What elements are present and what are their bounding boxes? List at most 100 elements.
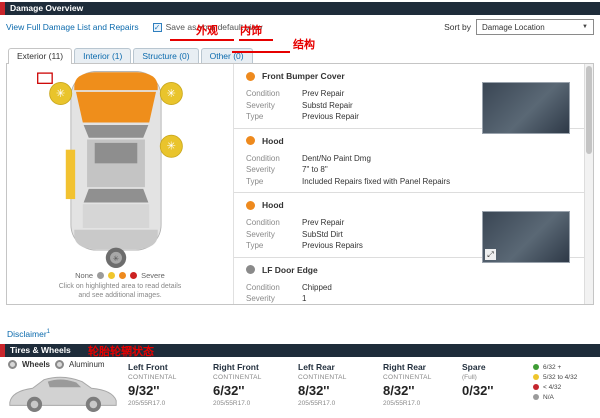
chevron-down-icon: ▼ (582, 24, 588, 30)
tread-depth: 8/32'' (298, 383, 330, 398)
tire-right-rear: Right Rear CONTINENTAL 8/32'' 205/55R17.… (383, 362, 467, 407)
type-value: Previous Repairs (302, 241, 363, 250)
severity-label: Severity (246, 165, 275, 174)
annotation-structure: 结构 (293, 39, 315, 51)
annotation-line (232, 51, 290, 53)
severity-value: Substd Repair (302, 100, 353, 110)
sort-by-label: Sort by (444, 22, 471, 32)
tab-structure[interactable]: Structure (0) (133, 48, 199, 63)
condition-value: Prev Repair (302, 218, 345, 227)
type-label: Type (246, 241, 264, 250)
wheel-icon (8, 360, 17, 369)
damage-toolbar: View Full Damage List and Repairs ✓ Save… (6, 18, 594, 36)
damage-overview-header: Damage Overview (0, 2, 600, 15)
condition-label: Condition (246, 153, 280, 163)
wheels-label: Wheels (22, 360, 51, 369)
diagram-hint: Click on highlighted area to read detail… (58, 283, 182, 299)
damage-item-title: Front Bumper Cover (262, 71, 345, 81)
legend-green-dot (533, 364, 539, 370)
legend-severe-label: Severe (141, 271, 165, 280)
save-default-label: Save as your default view (165, 22, 263, 32)
svg-text:✳: ✳ (113, 254, 120, 263)
damage-item-title: Hood (262, 135, 284, 146)
severity-dot (246, 200, 255, 210)
annotation-interior: 内饰 (240, 25, 262, 37)
expand-photo-icon[interactable]: ⤢ (485, 249, 496, 260)
tire-right-front: Right Front CONTINENTAL 6/32'' 205/55R17… (213, 362, 297, 407)
damage-photo-thumbnail[interactable]: ⤢ (482, 211, 570, 263)
damage-list: Front Bumper Cover Condition Prev Repair … (233, 64, 584, 304)
car-top-view-diagram[interactable]: ✳ ✳ ✳ ✳ (35, 68, 197, 268)
type-label: Type (246, 112, 264, 121)
severity-label: Severity (246, 294, 275, 303)
damage-item-hood-1: Hood Condition Dent/No Paint Dmg Severity… (234, 129, 584, 193)
condition-value: Dent/No Paint Dmg (302, 153, 371, 163)
save-default-view: ✓ Save as your default view (152, 22, 263, 32)
severity-legend: None Severe (7, 271, 233, 280)
damage-photo-thumbnail[interactable] (482, 82, 570, 134)
damage-list-scrollbar (584, 64, 593, 304)
type-value: Previous Repair (302, 112, 359, 121)
tread-depth: 8/32'' (383, 383, 415, 398)
severity-value: 1 (302, 294, 307, 303)
condition-label: Condition (246, 89, 280, 98)
save-default-checkbox[interactable]: ✓ (152, 22, 162, 32)
condition-label: Condition (246, 218, 280, 227)
severity-dot (246, 71, 255, 81)
tire-spare: Spare (Full) 0/32'' (462, 362, 546, 400)
condition-value: Chipped (302, 282, 332, 292)
damage-item-title: Hood (262, 200, 284, 210)
sort-by-value: Damage Location (482, 22, 545, 32)
tire-left-rear: Left Rear CONTINENTAL 8/32'' 205/55R17.0 (298, 362, 382, 407)
damage-item-title: LF Door Edge (262, 264, 318, 275)
severity-value: SubStd Dirt (302, 229, 343, 239)
severity-value: 7" to 8" (302, 165, 328, 174)
type-label: Type (246, 176, 264, 186)
annotation-exterior: 外观 (196, 25, 218, 37)
legend-red-dot (533, 384, 539, 390)
severity-dot-severe (130, 272, 138, 279)
scrollbar-thumb[interactable] (586, 66, 592, 154)
tread-depth: 9/32'' (128, 383, 160, 398)
wheel-material-labels: Wheels Aluminum (8, 360, 105, 369)
legend-none-label: None (75, 271, 94, 280)
annotation-line (239, 39, 273, 41)
damage-item-front-bumper: Front Bumper Cover Condition Prev Repair … (234, 64, 584, 134)
damage-tabs: Exterior (11) Interior (1) Structure (0)… (8, 48, 255, 64)
annotation-line (170, 39, 234, 41)
car-side-view-diagram (9, 376, 117, 412)
svg-text:✳: ✳ (167, 140, 176, 153)
severity-dot-none (97, 272, 105, 279)
damage-item-hood-2: Hood Condition Prev Repair Severity SubStd… (234, 193, 584, 263)
severity-dot (246, 136, 255, 145)
tires-wheels-title: Tires & Wheels (10, 345, 71, 355)
svg-text:✳: ✳ (167, 87, 176, 100)
damage-item-lf-door-edge: LF Door Edge Condition Chipped Severity 1 … (234, 258, 584, 305)
view-full-damage-link[interactable]: View Full Damage List and Repairs (6, 22, 139, 32)
svg-text:✳: ✳ (56, 87, 65, 100)
tires-wheels-header: Tires & Wheels (0, 344, 600, 357)
legend-gray-dot (533, 394, 539, 400)
tread-depth-legend: 6/32 + 5/32 to 4/32 < 4/32 N/A (533, 362, 577, 402)
tab-exterior[interactable]: Exterior (11) (8, 48, 73, 64)
type-value: Included Repairs fixed with Panel Repair… (302, 176, 451, 186)
severity-dot (246, 265, 255, 274)
page-title: Damage Overview (10, 3, 84, 13)
condition-value: Prev Repair (302, 89, 345, 98)
disclaimer-link[interactable]: Disclaimer1 (7, 329, 51, 339)
legend-yellow-dot (533, 374, 539, 380)
sort-by-select[interactable]: Damage Location ▼ (476, 19, 594, 35)
tab-interior[interactable]: Interior (1) (74, 48, 132, 63)
material-label: Aluminum (69, 360, 105, 369)
severity-label: Severity (246, 229, 275, 239)
car-damage-diagram-panel: ✳ ✳ ✳ ✳ None Severe Click on highlighted… (7, 64, 233, 304)
severity-dot-moderate (119, 272, 127, 279)
rim-icon (55, 360, 65, 369)
annotation-tires: 轮胎轮辋状态 (88, 346, 154, 358)
tire-left-front: Left Front CONTINENTAL 9/32'' 205/55R17.… (128, 362, 212, 407)
tread-depth: 6/32'' (213, 383, 245, 398)
severity-label: Severity (246, 100, 275, 110)
condition-label: Condition (246, 282, 280, 292)
severity-dot-minor (108, 272, 116, 279)
